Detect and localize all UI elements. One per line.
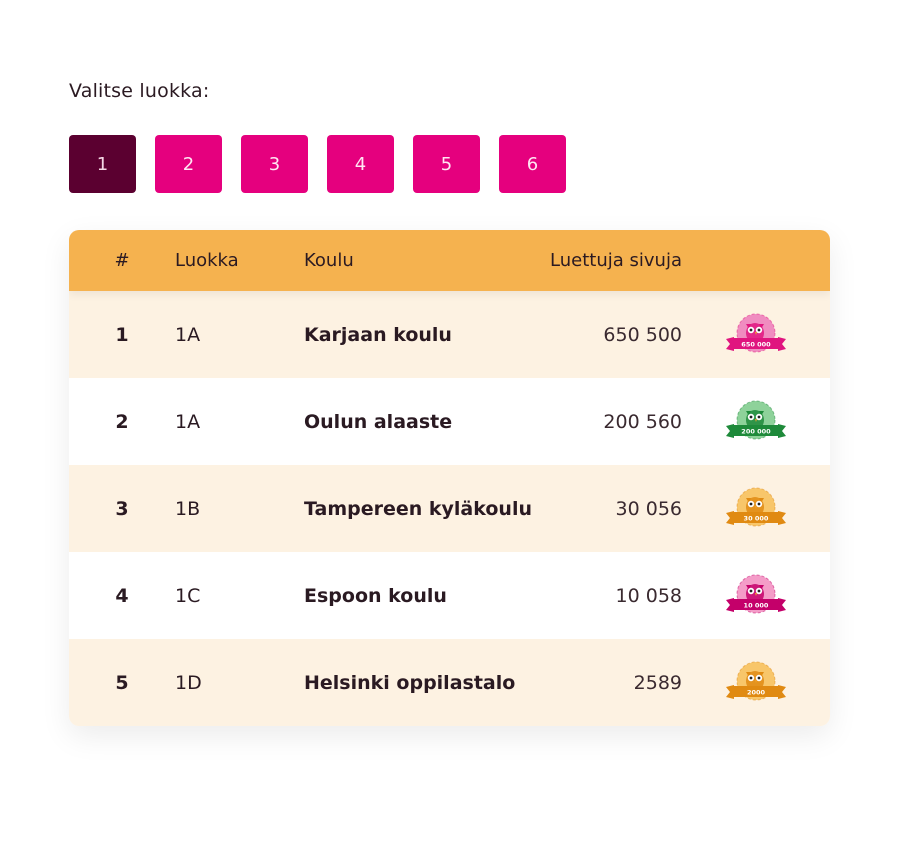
grade-selector: 1 2 3 4 5 6 <box>69 135 566 193</box>
table-row: 1 1A Karjaan koulu 650 500 <box>69 291 830 378</box>
owl-badge-icon: 650 000 <box>726 313 786 352</box>
row-class: 1A <box>175 323 201 346</box>
grade-button-5[interactable]: 5 <box>413 135 480 193</box>
leaderboard-table: # Luokka Koulu Luettuja sivuja 1 1A Karj… <box>69 230 830 726</box>
row-school: Oulun alaaste <box>304 410 453 433</box>
row-school: Espoon koulu <box>304 584 447 607</box>
row-pages: 30 056 <box>615 497 682 520</box>
row-school: Tampereen kyläkoulu <box>304 497 532 520</box>
grade-button-1[interactable]: 1 <box>69 135 136 193</box>
header-rank: # <box>114 250 130 271</box>
owl-badge-icon: 10 000 <box>726 574 786 613</box>
header-class: Luokka <box>175 250 239 271</box>
row-class: 1B <box>175 497 201 520</box>
badge-label: 2000 <box>747 688 766 696</box>
grade-button-4[interactable]: 4 <box>327 135 394 193</box>
table-row: 5 1D Helsinki oppilastalo 2589 <box>69 639 830 726</box>
owl-badge-icon: 200 000 <box>726 400 786 439</box>
row-badge: 650 000 <box>682 311 830 359</box>
row-class: 1D <box>175 671 202 694</box>
row-rank: 2 <box>115 410 129 433</box>
row-badge: 2000 <box>682 659 830 707</box>
row-pages: 200 560 <box>603 410 682 433</box>
table-body: 1 1A Karjaan koulu 650 500 <box>69 291 830 726</box>
row-rank: 4 <box>115 584 129 607</box>
row-rank: 3 <box>115 497 129 520</box>
badge-label: 650 000 <box>741 340 771 348</box>
grade-button-2[interactable]: 2 <box>155 135 222 193</box>
row-school: Karjaan koulu <box>304 323 452 346</box>
header-pages: Luettuja sivuja <box>550 250 682 271</box>
row-rank: 5 <box>115 671 129 694</box>
grade-button-6[interactable]: 6 <box>499 135 566 193</box>
owl-badge-icon: 30 000 <box>726 487 786 526</box>
header-school: Koulu <box>304 250 354 271</box>
row-pages: 10 058 <box>615 584 682 607</box>
badge-label: 30 000 <box>744 514 769 522</box>
row-badge: 30 000 <box>682 485 830 533</box>
row-school: Helsinki oppilastalo <box>304 671 516 694</box>
row-pages: 2589 <box>633 671 682 694</box>
owl-badge-icon: 2000 <box>726 661 786 700</box>
row-badge: 200 000 <box>682 398 830 446</box>
row-class: 1A <box>175 410 201 433</box>
table-row: 4 1C Espoon koulu 10 058 <box>69 552 830 639</box>
badge-label: 10 000 <box>744 601 769 609</box>
row-pages: 650 500 <box>603 323 682 346</box>
row-class: 1C <box>175 584 201 607</box>
table-header: # Luokka Koulu Luettuja sivuja <box>69 230 830 291</box>
row-badge: 10 000 <box>682 572 830 620</box>
grade-prompt: Valitse luokka: <box>69 80 210 102</box>
row-rank: 1 <box>115 323 129 346</box>
table-row: 3 1B Tampereen kyläkoulu 30 056 <box>69 465 830 552</box>
table-row: 2 1A Oulun alaaste 200 560 <box>69 378 830 465</box>
badge-label: 200 000 <box>741 427 771 435</box>
grade-button-3[interactable]: 3 <box>241 135 308 193</box>
